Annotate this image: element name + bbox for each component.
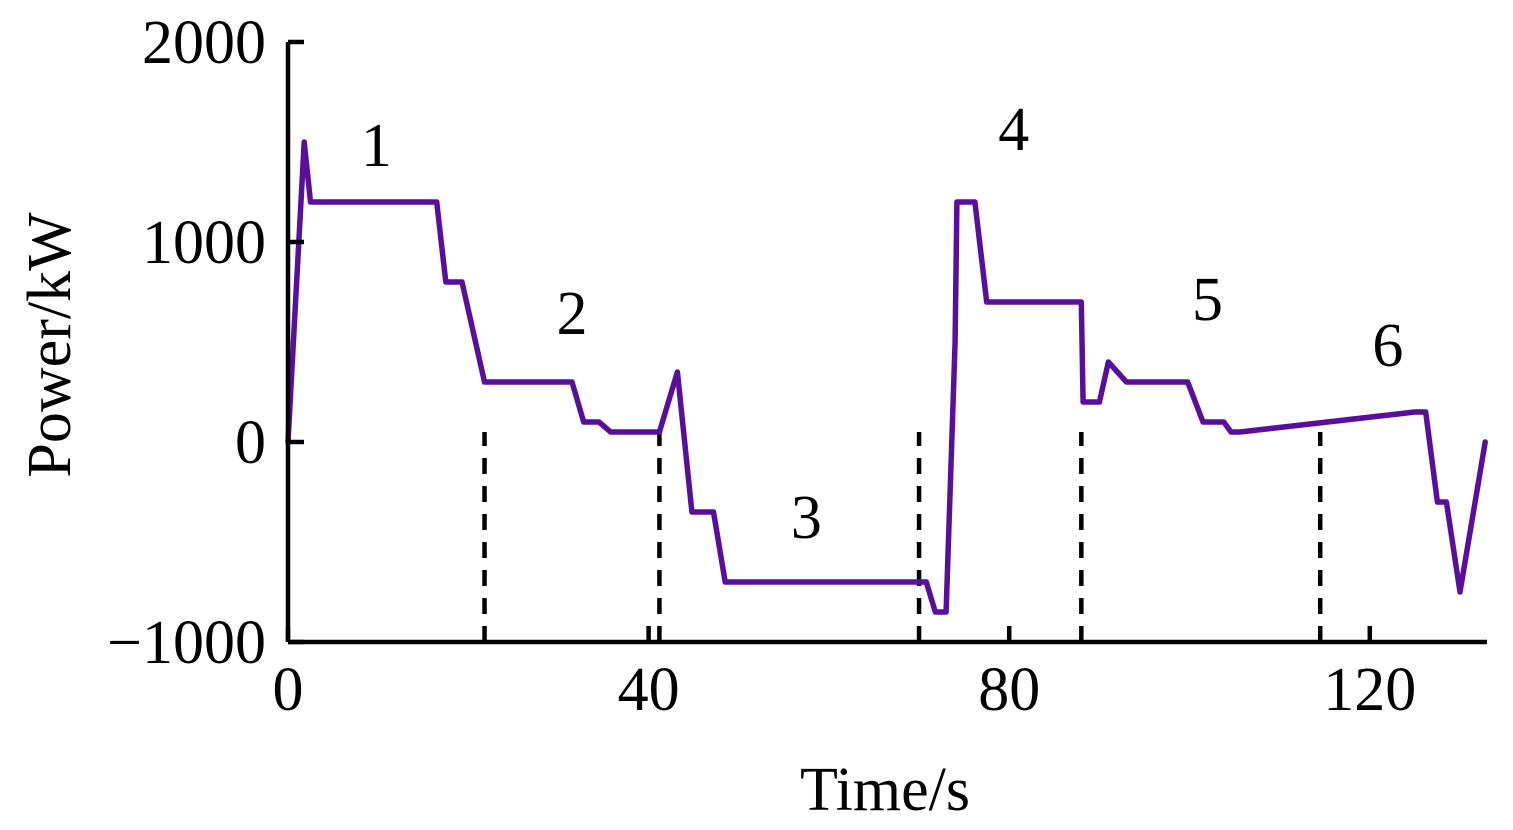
y-axis-title: Power/kW	[16, 212, 84, 478]
power-series-line	[285, 139, 1488, 615]
y-tick-label: 1000	[142, 209, 266, 277]
x-tick-label: 80	[978, 656, 1040, 724]
segment-label-6: 6	[1372, 312, 1403, 380]
segment-label-4: 4	[998, 96, 1029, 164]
x-tick-label: 120	[1323, 656, 1416, 724]
y-axis: −1000 0 1000 2000	[107, 9, 304, 677]
y-tick-label: 0	[235, 409, 266, 477]
x-axis: 0 40 80 120	[273, 626, 1487, 724]
y-tick-label: 2000	[142, 9, 266, 77]
plot-area: 1 2 3 4 5 6	[285, 96, 1488, 642]
x-axis-title: Time/s	[800, 756, 970, 824]
segment-label-3: 3	[791, 484, 822, 552]
segment-label-2: 2	[556, 280, 587, 348]
y-tick-label: −1000	[107, 609, 266, 677]
x-tick-label: 40	[618, 656, 680, 724]
segment-label-1: 1	[361, 112, 392, 180]
x-tick-label: 0	[273, 656, 304, 724]
segment-label-5: 5	[1192, 266, 1223, 334]
